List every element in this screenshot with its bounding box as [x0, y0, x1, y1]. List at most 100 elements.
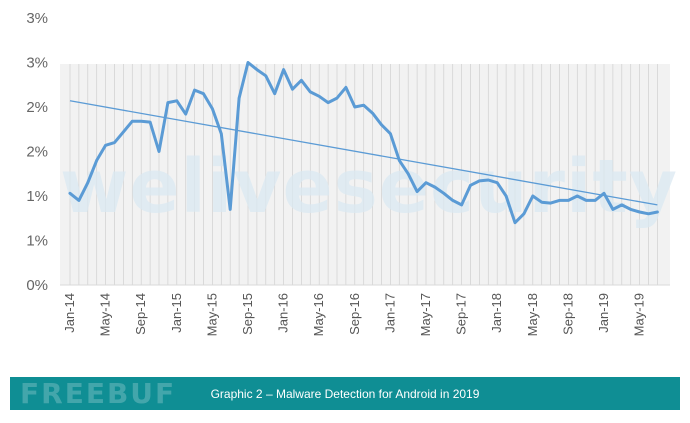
- watermark-text: welivesecurity: [60, 144, 678, 230]
- data-point: [407, 172, 410, 175]
- y-tick-label: 1%: [26, 188, 48, 205]
- data-point: [104, 144, 107, 147]
- x-tick-label: Jan-18: [489, 293, 504, 333]
- data-point: [558, 199, 561, 202]
- data-point: [202, 92, 205, 95]
- data-point: [291, 88, 294, 91]
- x-tick-label: May-16: [311, 293, 326, 336]
- series-points: [68, 61, 659, 224]
- data-point: [113, 141, 116, 144]
- data-point: [166, 101, 170, 104]
- x-tick-label: May-14: [98, 293, 113, 336]
- y-tick-label: 3%: [26, 55, 48, 72]
- data-point: [567, 199, 570, 202]
- data-point: [398, 159, 401, 162]
- data-point: [593, 199, 597, 202]
- data-point: [522, 212, 526, 215]
- data-point: [140, 120, 143, 123]
- data-point: [77, 199, 81, 202]
- caption-text: Graphic 2 – Malware Detection for Androi…: [210, 386, 480, 401]
- x-tick-label: May-15: [204, 293, 219, 336]
- x-tick-label: Jan-16: [276, 293, 291, 333]
- data-point: [237, 96, 241, 100]
- data-point: [309, 90, 312, 94]
- y-axis-ticks: 0% 1% 1% 2% 2% 3% 3%: [26, 10, 48, 294]
- x-tick-label: May-18: [525, 293, 540, 336]
- data-point: [353, 105, 356, 109]
- x-tick-label: Sep-15: [240, 293, 255, 335]
- data-point: [504, 194, 508, 198]
- data-point: [469, 184, 472, 187]
- data-point: [629, 208, 632, 211]
- data-point: [184, 112, 187, 116]
- data-point: [656, 210, 659, 214]
- data-point: [442, 192, 445, 195]
- x-tick-label: Sep-16: [347, 293, 362, 335]
- x-tick-label: Sep-14: [133, 293, 148, 335]
- data-point: [175, 99, 178, 102]
- x-tick-label: Sep-17: [454, 293, 469, 335]
- data-point: [68, 192, 72, 195]
- data-point: [433, 185, 437, 189]
- trendline: [69, 100, 658, 206]
- x-tick-label: May-19: [632, 293, 647, 336]
- data-point: [389, 132, 392, 135]
- data-point: [264, 74, 267, 78]
- data-point: [585, 199, 588, 202]
- data-point: [380, 123, 383, 127]
- data-point: [193, 88, 196, 92]
- x-tick-label: Jan-14: [62, 293, 77, 333]
- data-point: [611, 208, 615, 211]
- data-point: [246, 61, 250, 64]
- freebuf-watermark-text: FREEBUF: [20, 376, 177, 410]
- data-point: [576, 194, 579, 198]
- x-tick-label: Jan-15: [169, 293, 184, 333]
- y-tick-label: 2%: [26, 144, 48, 161]
- x-tick-label: Jan-17: [382, 293, 397, 333]
- y-tick-label: 2%: [26, 99, 48, 116]
- data-point: [255, 68, 259, 71]
- y-tick-label: 1%: [26, 233, 48, 250]
- x-tick-label: May-17: [418, 293, 433, 336]
- data-point: [487, 178, 490, 182]
- data-point: [300, 79, 303, 82]
- data-point: [86, 181, 90, 184]
- x-axis-ticks: Jan-14 May-14 Sep-14 Jan-15 May-15 Sep-15 Jan-…: [62, 293, 647, 336]
- chart: welivesecurity 0% 1% 1% 2% 2% 3% 3% Jan-14 May-…: [26, 10, 678, 336]
- y-tick-label: 0%: [26, 277, 48, 294]
- data-point: [549, 201, 552, 205]
- data-point: [211, 107, 214, 110]
- data-point: [638, 210, 641, 214]
- data-point: [540, 201, 543, 204]
- data-point: [95, 159, 98, 162]
- data-point: [362, 104, 365, 107]
- data-point: [424, 181, 428, 184]
- data-point: [371, 112, 374, 115]
- data-point: [282, 68, 285, 71]
- data-point: [602, 192, 606, 195]
- data-point: [415, 190, 419, 193]
- data-point: [220, 132, 223, 135]
- data-point: [647, 212, 650, 215]
- data-point: [496, 181, 499, 184]
- data-point: [478, 179, 481, 183]
- data-point: [620, 203, 623, 207]
- vertical-gridlines: [69, 64, 658, 285]
- x-tick-label: Jan-19: [596, 293, 611, 333]
- data-point: [460, 203, 463, 207]
- freebuf-watermark: FREEBUF: [20, 374, 176, 412]
- data-point: [148, 120, 152, 124]
- y-tick-label: 3%: [26, 10, 48, 27]
- data-point: [326, 101, 330, 104]
- data-point: [531, 194, 534, 198]
- data-point: [157, 150, 161, 153]
- data-point: [513, 221, 517, 224]
- data-point: [344, 86, 348, 89]
- data-point: [122, 130, 125, 134]
- data-point: [273, 92, 276, 95]
- data-point: [451, 199, 454, 202]
- data-point: [131, 120, 134, 123]
- data-point: [229, 208, 232, 211]
- x-tick-label: Sep-18: [560, 293, 575, 335]
- caption-bar: Graphic 2 – Malware Detection for Androi…: [10, 377, 680, 410]
